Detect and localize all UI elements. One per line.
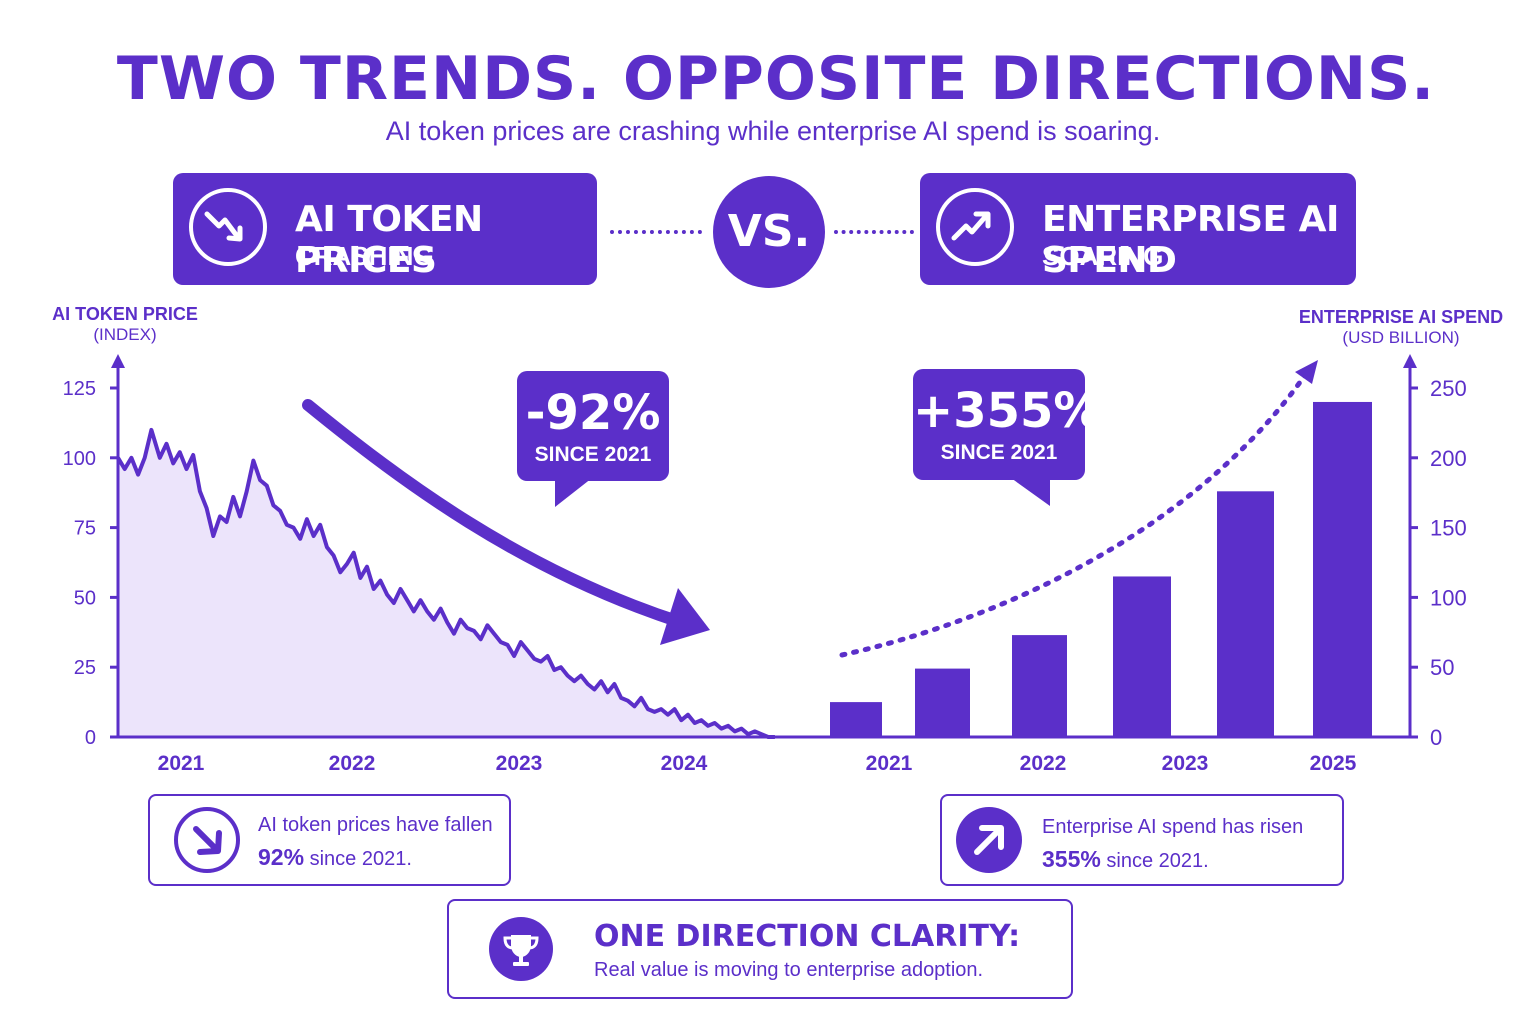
left-x-tick-label: 2021: [158, 752, 205, 775]
left-y-tick-label: 50: [74, 587, 96, 609]
right-x-tick-label: 2022: [1020, 752, 1067, 775]
page-title: TWO TRENDS. OPPOSITE DIRECTIONS.: [116, 44, 1436, 114]
left-x-tick-label: 2022: [329, 752, 376, 775]
right-y-tick-label: 50: [1430, 655, 1454, 680]
left-change-callout: -92% SINCE 2021: [517, 371, 669, 481]
right-note-line2: 355% since 2021.: [1042, 846, 1209, 873]
left-y-tick-label: 125: [63, 378, 96, 400]
left-axis-title-text: AI TOKEN PRICE: [52, 304, 198, 324]
down-trend-arrow: [302, 399, 686, 628]
left-y-tick-label: 75: [74, 518, 96, 540]
down-trend-arrowhead: [660, 588, 710, 645]
right-axis-title-text: ENTERPRISE AI SPEND: [1298, 307, 1504, 327]
banner-subtitle: CRASHING: [295, 241, 434, 271]
right-note-suffix: since 2021.: [1100, 850, 1209, 872]
spend-bar: [1012, 635, 1067, 737]
right-y-tick-label: 0: [1430, 725, 1442, 750]
left-change-label: SINCE 2021: [534, 443, 652, 466]
conclusion-text: Real value is moving to enterprise adopt…: [594, 959, 984, 981]
spend-bar: [1113, 576, 1171, 737]
right-y-axis-arrow: [1403, 354, 1417, 368]
left-note-line1: AI token prices have fallen: [258, 814, 493, 836]
arrow-down-right-icon: [174, 807, 240, 873]
banner-title: ENTERPRISE AI SPEND: [1042, 199, 1339, 281]
left-y-tick-label: 25: [74, 657, 96, 679]
up-trend-arrowhead: [1295, 360, 1318, 384]
right-change-value: +355%: [913, 383, 1102, 439]
left-summary-note: AI token prices have fallen 92% since 20…: [148, 794, 511, 886]
left-x-tick-label: 2023: [496, 752, 543, 775]
spend-bar: [830, 702, 882, 737]
enterprise-spend-chart: 0 50 100 150 200 250 2021 2022 2023 2025: [822, 354, 1467, 775]
right-note-line1: Enterprise AI spend has risen: [1042, 816, 1304, 838]
vs-badge: VS.: [713, 176, 825, 288]
left-note-value: 92%: [258, 844, 305, 870]
page-subtitle: AI token prices are crashing while enter…: [385, 116, 1161, 146]
trending-up-icon: [936, 188, 1014, 266]
trending-down-icon: [189, 188, 267, 266]
left-y-axis-arrow: [111, 354, 125, 368]
right-axis-unit: (USD BILLION): [1342, 328, 1460, 347]
connector-left: [610, 230, 702, 234]
token-price-line: [116, 427, 775, 739]
spend-bar: [915, 668, 970, 737]
right-change-label: SINCE 2021: [940, 441, 1058, 464]
right-x-tick-label: 2023: [1162, 752, 1209, 775]
right-note-value: 355%: [1042, 846, 1101, 872]
left-axis-unit: (INDEX): [93, 325, 157, 344]
trophy-icon: [489, 917, 553, 981]
banner-title: AI TOKEN PRICES: [295, 199, 483, 281]
left-axis-title: AI TOKEN PRICE (INDEX): [40, 304, 210, 345]
right-y-tick-label: 150: [1430, 516, 1467, 541]
left-note-line2: 92% since 2021.: [258, 844, 412, 871]
banner-subtitle: SOARING: [1042, 241, 1164, 271]
conclusion-box: ONE DIRECTION CLARITY: Real value is mov…: [447, 899, 1073, 999]
right-axis-title: ENTERPRISE AI SPEND (USD BILLION): [1296, 307, 1506, 348]
right-summary-note: Enterprise AI spend has risen 355% since…: [940, 794, 1344, 886]
token-price-area: [118, 429, 775, 737]
conclusion-title: ONE DIRECTION CLARITY:: [594, 919, 1021, 954]
spend-bar: [1313, 401, 1372, 737]
right-y-tick-label: 250: [1430, 376, 1467, 401]
right-x-tick-label: 2021: [866, 752, 913, 775]
left-change-value: -92%: [525, 385, 661, 441]
left-x-tick-label: 2024: [661, 752, 708, 775]
token-price-chart: 0 25 50 75 100 125 2021 2022 2023 2024: [63, 354, 822, 775]
ai-token-prices-banner: AI TOKEN PRICES CRASHING: [173, 173, 597, 285]
connector-right: [834, 230, 914, 234]
up-trend-dotted-curve: [839, 365, 1313, 658]
arrow-up-right-icon: [956, 807, 1022, 873]
left-y-tick-label: 100: [63, 448, 96, 470]
left-y-tick-label: 0: [85, 727, 96, 749]
right-y-tick-label: 100: [1430, 585, 1467, 610]
enterprise-ai-spend-banner: ENTERPRISE AI SPEND SOARING: [920, 173, 1356, 285]
right-x-tick-label: 2025: [1310, 752, 1357, 775]
spend-bar: [1217, 491, 1274, 737]
left-note-suffix: since 2021.: [304, 848, 412, 870]
right-change-callout: +355% SINCE 2021: [913, 369, 1102, 480]
right-y-tick-label: 200: [1430, 446, 1467, 471]
